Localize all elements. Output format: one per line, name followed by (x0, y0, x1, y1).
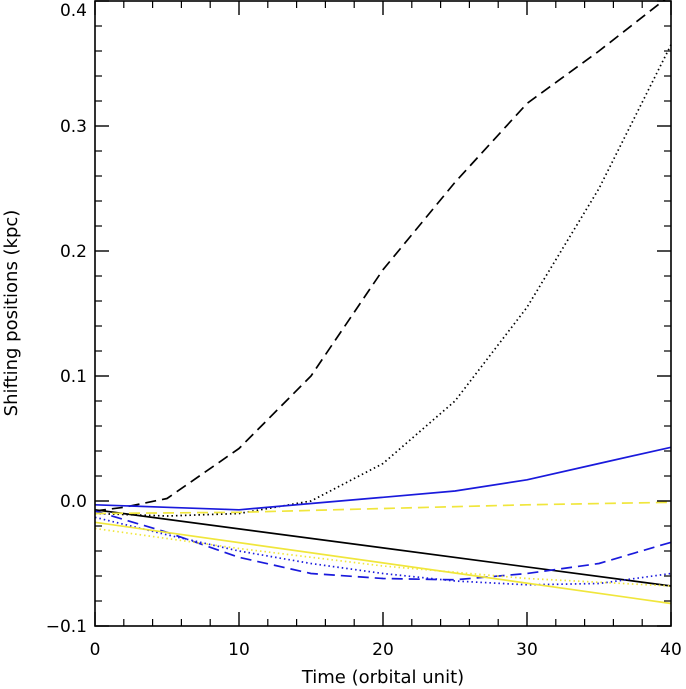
axis-ticks (94, 0, 672, 627)
x-tick-label: 10 (228, 640, 250, 660)
x-axis-title: Time (orbital unit) (301, 667, 464, 688)
y-axis-title: Shifting positions (kpc) (1, 210, 22, 417)
tick-labels: 0 10 20 30 40 −0.1 0.0 0.1 0.2 0.3 0.4 (46, 1, 682, 660)
y-tick-label: 0.4 (60, 1, 87, 21)
y-tick-label: 0.0 (60, 492, 87, 512)
y-tick-label: 0.1 (60, 367, 87, 387)
series-line-2 (94, 44, 672, 517)
series-line-8 (94, 501, 672, 515)
series-line-5 (94, 510, 672, 581)
series-line-1 (94, 0, 666, 512)
x-tick-label: 40 (660, 640, 682, 660)
y-tick-label: −0.1 (46, 617, 87, 637)
series-line-7 (94, 521, 672, 605)
series-line-6 (94, 516, 672, 586)
x-tick-label: 20 (372, 640, 394, 660)
series-line-3 (94, 508, 672, 587)
plot-lines (94, 0, 672, 605)
x-tick-label: 30 (516, 640, 538, 660)
x-tick-label: 0 (90, 640, 101, 660)
plot-frame (94, 0, 672, 627)
y-tick-label: 0.2 (60, 242, 87, 262)
y-tick-label: 0.3 (60, 117, 87, 137)
series-line-4 (94, 446, 672, 511)
